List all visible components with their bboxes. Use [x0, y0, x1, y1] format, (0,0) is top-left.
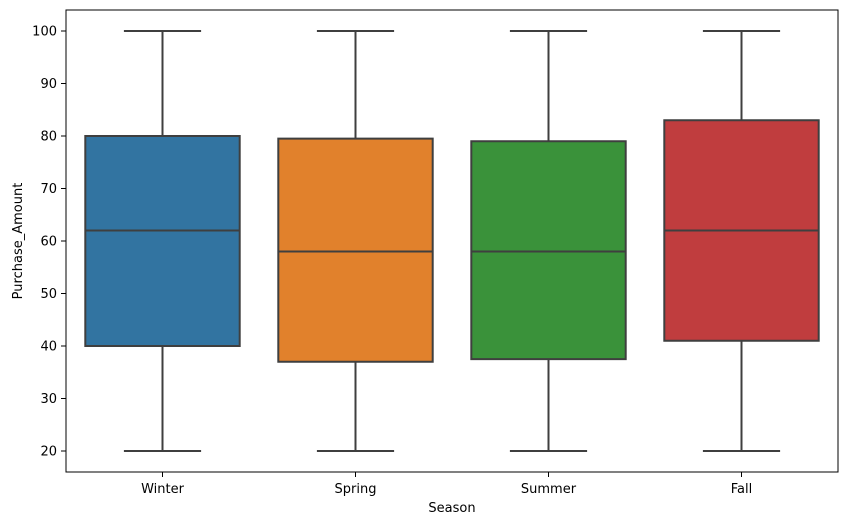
box-spring [277, 30, 434, 452]
box-fall [663, 30, 820, 452]
box-summer [470, 30, 627, 452]
x-axis-label: Season [428, 501, 475, 516]
x-tick-label: Summer [521, 482, 577, 497]
x-tick-label: Fall [731, 482, 752, 497]
iqr-box [84, 135, 241, 347]
y-tick-label: 90 [40, 77, 57, 92]
y-tick-label: 60 [40, 235, 57, 250]
y-tick-label: 80 [40, 130, 57, 145]
y-tick-label: 30 [40, 392, 57, 407]
y-tick-label: 50 [40, 287, 57, 302]
iqr-box [470, 140, 627, 361]
x-tick-label: Winter [141, 482, 185, 497]
y-tick-label: 40 [40, 340, 57, 355]
iqr-box [277, 137, 434, 363]
y-tick-label: 70 [40, 182, 57, 197]
y-axis-ticks: 20 30 40 50 60 70 80 90 100 [32, 25, 66, 460]
x-tick-label: Spring [335, 482, 377, 497]
x-axis-ticks: Winter Spring Summer Fall [141, 472, 752, 497]
box-winter [84, 30, 241, 452]
y-tick-label: 20 [40, 445, 57, 460]
y-axis-label: Purchase_Amount [11, 183, 26, 300]
y-tick-label: 100 [32, 25, 57, 40]
plot-area [65, 9, 839, 473]
